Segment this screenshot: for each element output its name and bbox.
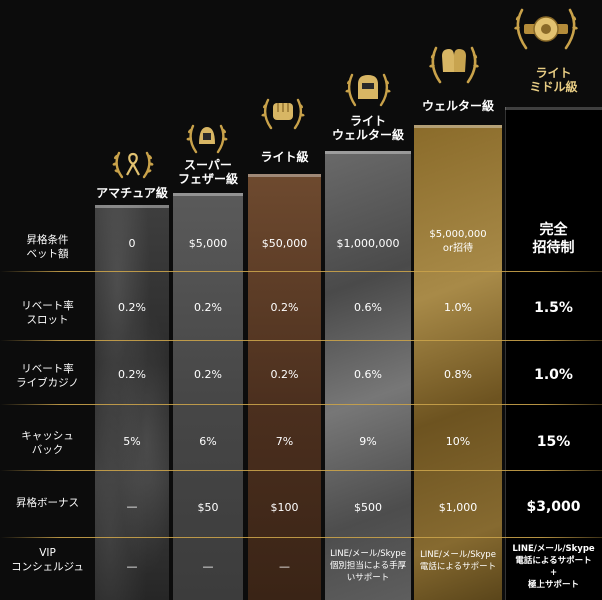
table-cell: 0.2% — [270, 301, 299, 314]
row-label-cashback: キャッシュ バック — [21, 430, 74, 456]
helmet-emblem-icon — [186, 124, 228, 154]
tier-column-super-feather — [173, 193, 243, 600]
row-divider — [0, 537, 602, 538]
table-cell: $50 — [197, 501, 219, 514]
table-cell: $50,000 — [261, 237, 308, 250]
table-cell: 0.2% — [194, 368, 222, 381]
row-divider — [0, 470, 602, 471]
table-cell: 9% — [359, 435, 377, 448]
row-divider — [0, 271, 602, 272]
table-cell: 1.0% — [444, 301, 472, 314]
row-label-promotion-bonus: 昇格ボーナス — [16, 497, 79, 509]
row-label-bet-requirement: 昇格条件 ベット額 — [26, 234, 69, 260]
table-cell: 1.0% — [534, 367, 573, 383]
table-cell: — — [279, 560, 290, 573]
table-cell: LINE/メール/Skype 電話によるサポート + 極上サポート — [512, 544, 595, 590]
row-label-rebate-live-casino: リベート率 ライブカジノ — [16, 363, 79, 389]
tier-header-light-welter: ライト ウェルター級 — [331, 114, 404, 142]
table-cell: LINE/メール/Skype 電話によるサポート — [419, 550, 497, 572]
row-label-vip-concierge: VIP コンシェルジュ — [11, 547, 84, 573]
tier-header-amateur: アマチュア級 — [96, 186, 168, 200]
table-cell: $3,000 — [526, 499, 581, 515]
table-cell: LINE/メール/Skype 個別担当による手厚 いサポート — [329, 549, 407, 583]
tier-header-super-feather: スーパー フェザー級 — [177, 158, 238, 186]
tier-header-light-middle: ライト ミドル級 — [529, 66, 578, 94]
champion-belt-emblem-icon — [514, 8, 578, 50]
table-cell: 0.6% — [354, 301, 382, 314]
fist-emblem-icon — [261, 98, 305, 130]
tier-column-light-welter — [325, 151, 411, 600]
table-cell: 0 — [128, 237, 136, 250]
row-divider — [0, 340, 602, 341]
table-cell: 0.6% — [354, 368, 382, 381]
table-cell: 0.2% — [194, 301, 222, 314]
ribbon-emblem-icon — [112, 151, 154, 179]
table-cell: — — [126, 500, 138, 513]
table-cell: 0.2% — [270, 368, 299, 381]
table-cell: — — [202, 560, 214, 573]
gloves-emblem-icon — [429, 46, 479, 84]
tier-column-welter — [414, 125, 502, 600]
table-cell: $5,000,000 or招待 — [429, 229, 487, 254]
table-cell: $500 — [354, 501, 382, 514]
tier-column-amateur — [95, 205, 169, 600]
table-cell: 6% — [199, 435, 217, 448]
tier-column-light-middle — [505, 107, 602, 600]
tier-header-light: ライト級 — [260, 150, 309, 164]
tier-column-light — [248, 174, 321, 600]
table-cell: 1.5% — [534, 300, 573, 316]
table-cell: 0.2% — [118, 301, 146, 314]
table-cell: 完全 招待制 — [532, 222, 575, 256]
table-cell: $1,000,000 — [336, 237, 400, 250]
tier-header-welter: ウェルター級 — [421, 99, 494, 113]
table-cell: 10% — [445, 435, 471, 448]
table-cell: 0.8% — [444, 368, 472, 381]
row-label-rebate-slot: リベート率 スロット — [21, 300, 74, 326]
table-cell: 15% — [536, 434, 571, 450]
table-cell: 5% — [123, 435, 141, 448]
table-cell: — — [126, 560, 138, 573]
table-cell: $1,000 — [438, 501, 478, 514]
row-divider — [0, 404, 602, 405]
table-cell: 7% — [275, 435, 294, 448]
table-cell: 0.2% — [118, 368, 146, 381]
table-cell: $5,000 — [188, 237, 228, 250]
headgear-emblem-icon — [345, 73, 391, 107]
table-cell: $100 — [270, 501, 299, 514]
